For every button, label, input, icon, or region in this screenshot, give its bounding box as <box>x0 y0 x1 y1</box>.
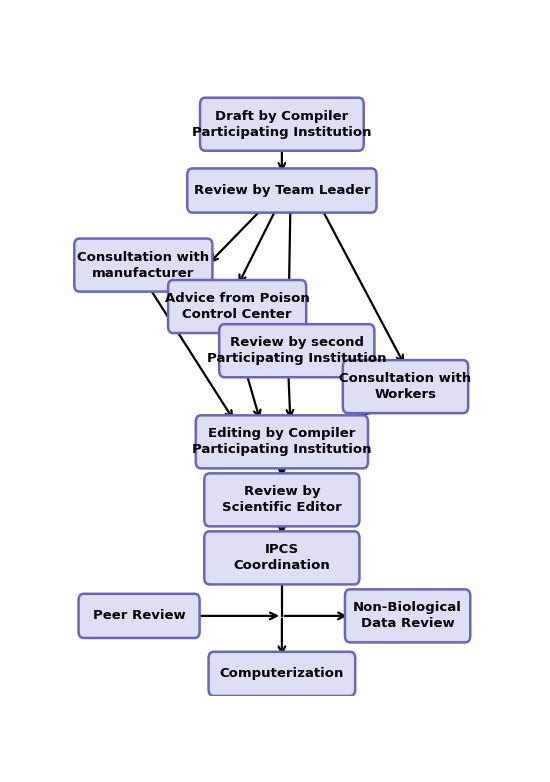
Text: Consultation with
Workers: Consultation with Workers <box>339 372 471 401</box>
FancyBboxPatch shape <box>204 531 360 584</box>
FancyBboxPatch shape <box>168 280 306 333</box>
FancyBboxPatch shape <box>200 98 364 151</box>
Text: Computerization: Computerization <box>219 667 344 680</box>
FancyBboxPatch shape <box>343 360 468 413</box>
Text: Consultation with
manufacturer: Consultation with manufacturer <box>78 250 210 280</box>
FancyBboxPatch shape <box>219 325 375 377</box>
FancyBboxPatch shape <box>204 473 360 526</box>
Text: Draft by Compiler
Participating Institution: Draft by Compiler Participating Institut… <box>192 109 372 138</box>
Text: Editing by Compiler
Participating Institution: Editing by Compiler Participating Instit… <box>192 428 372 457</box>
FancyBboxPatch shape <box>208 651 355 696</box>
FancyBboxPatch shape <box>79 594 200 638</box>
FancyBboxPatch shape <box>74 239 212 292</box>
FancyBboxPatch shape <box>345 590 470 642</box>
Text: Review by second
Participating Institution: Review by second Participating Instituti… <box>207 336 387 365</box>
Text: Non-Biological
Data Review: Non-Biological Data Review <box>353 601 462 630</box>
FancyBboxPatch shape <box>196 415 368 468</box>
Text: Review by
Scientific Editor: Review by Scientific Editor <box>222 486 342 515</box>
Text: Peer Review: Peer Review <box>93 609 185 622</box>
Text: Review by Team Leader: Review by Team Leader <box>194 184 370 197</box>
Text: Advice from Poison
Control Center: Advice from Poison Control Center <box>165 292 310 321</box>
Text: IPCS
Coordination: IPCS Coordination <box>234 543 330 572</box>
FancyBboxPatch shape <box>187 168 377 213</box>
